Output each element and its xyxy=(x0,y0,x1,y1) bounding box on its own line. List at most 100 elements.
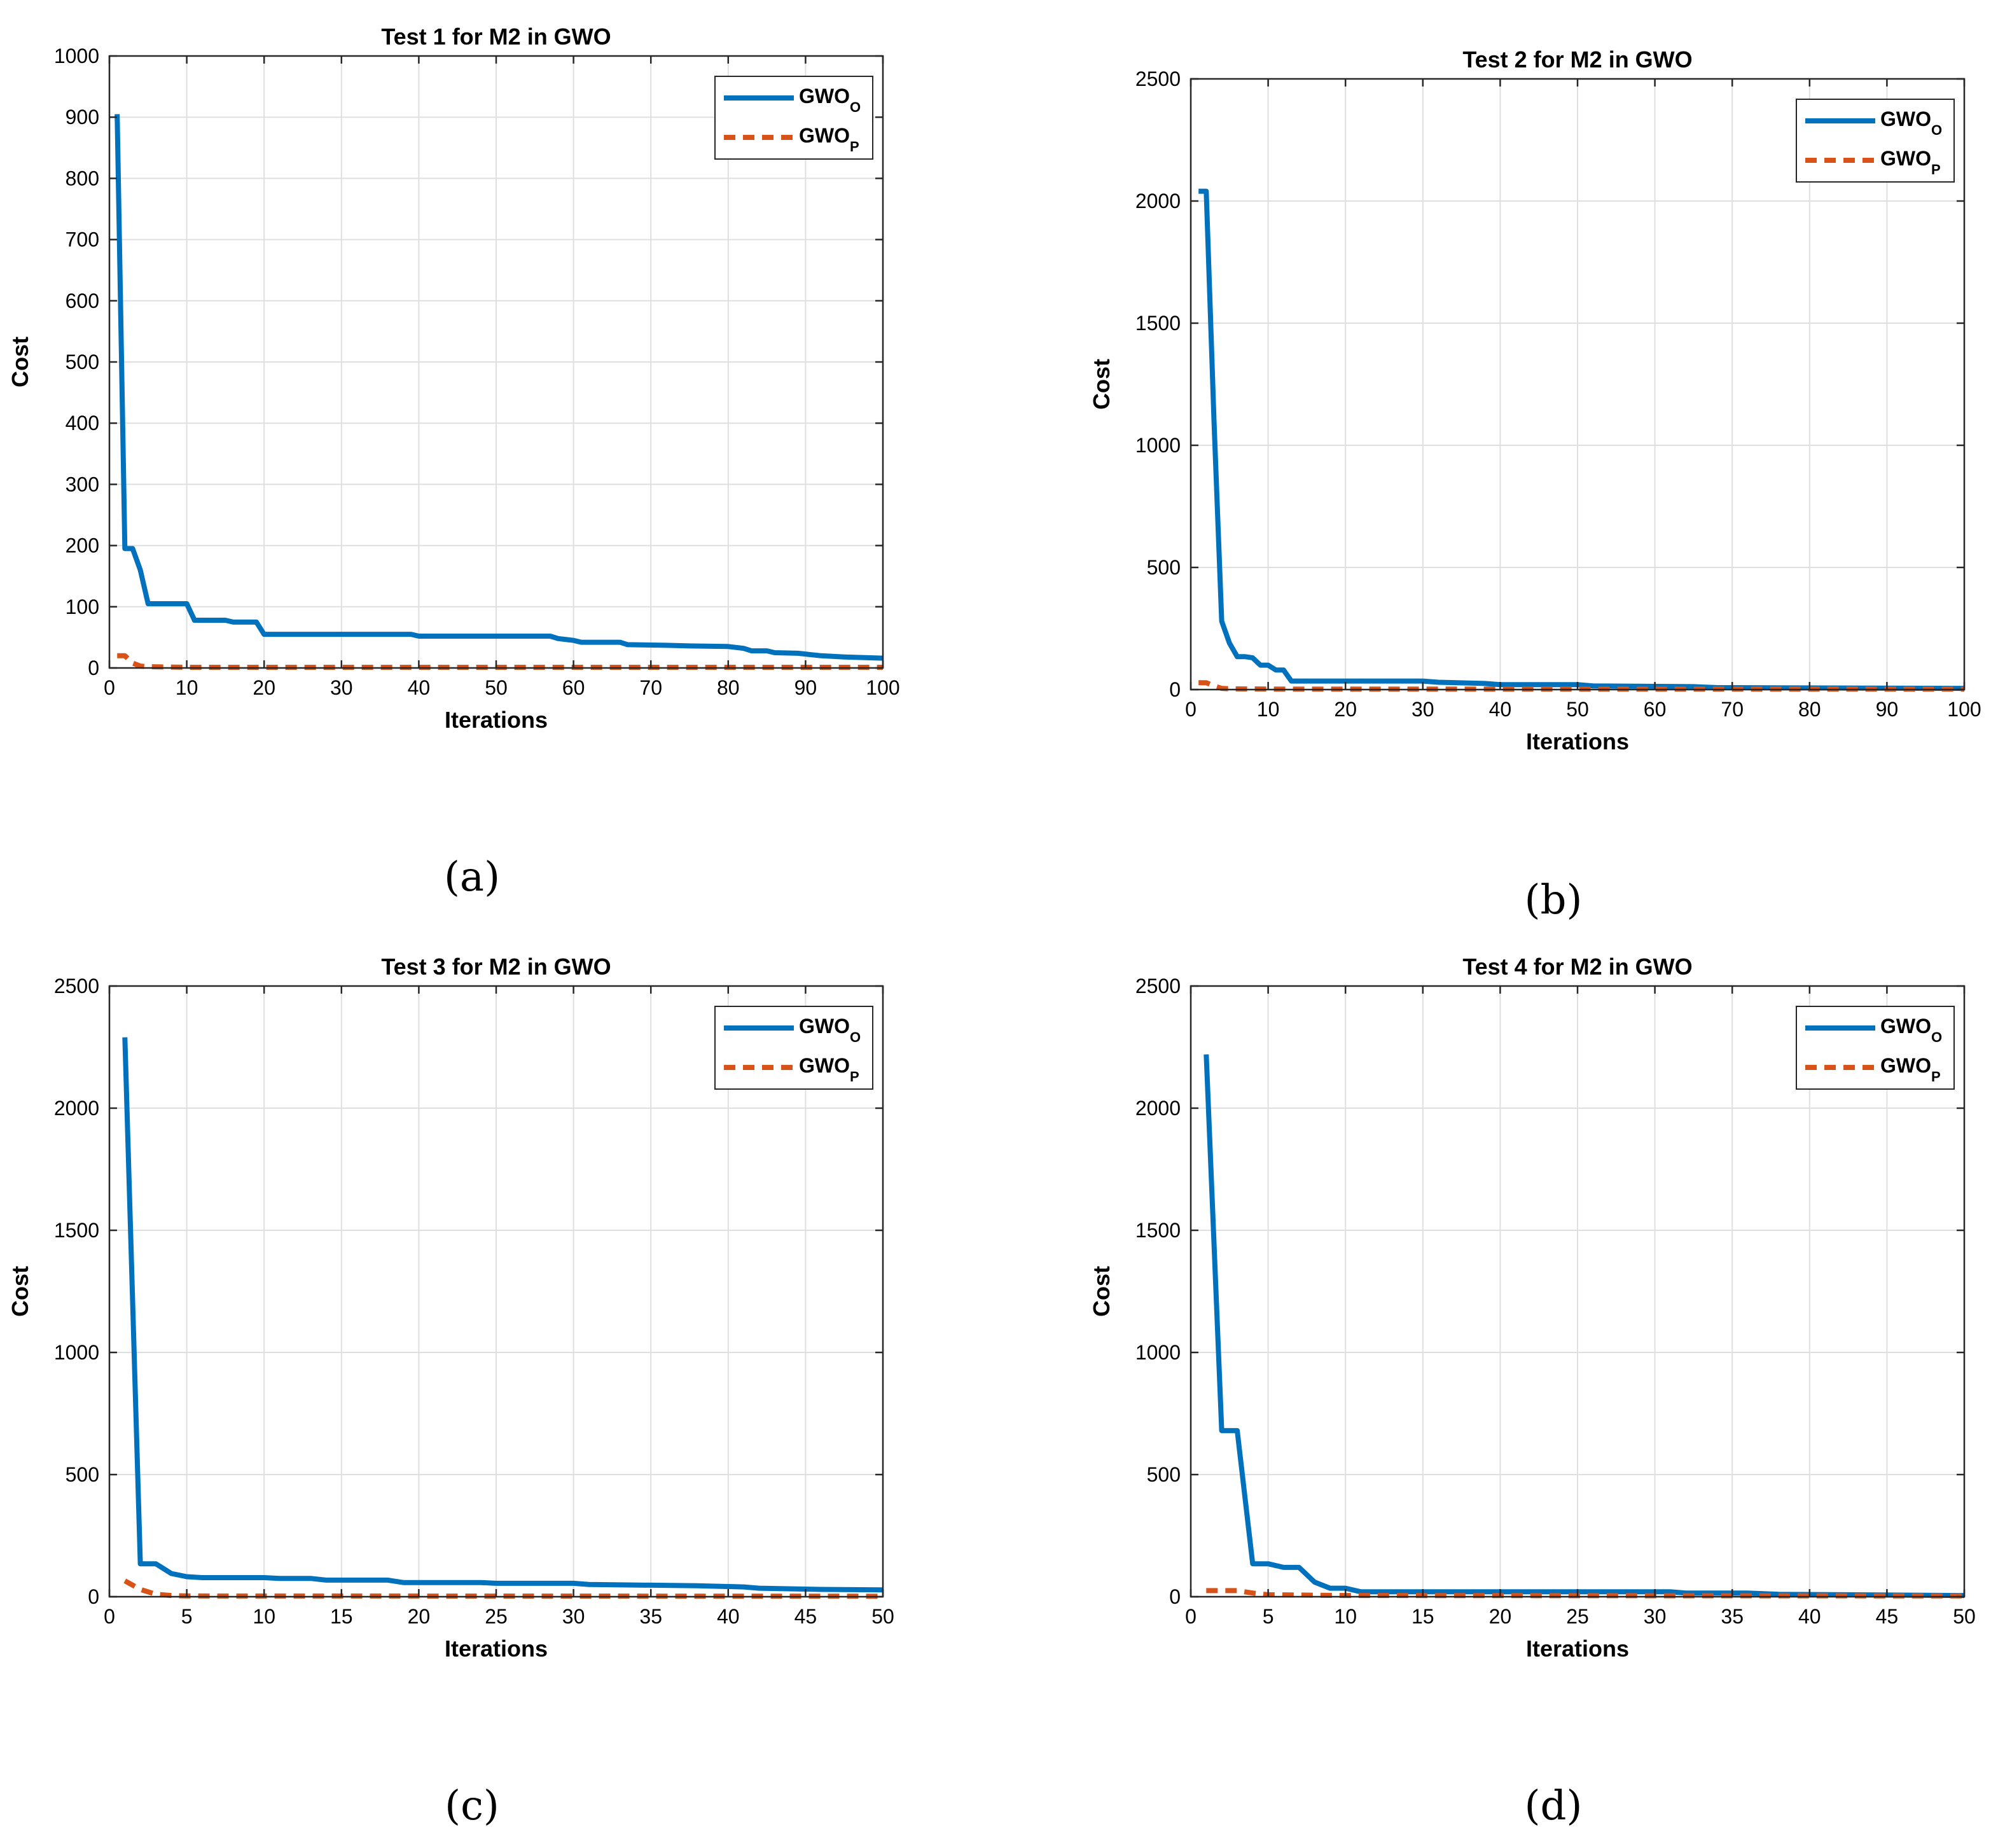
panel-a-legend-subscript-o: O xyxy=(850,99,861,115)
panel-d-x-tick-label: 40 xyxy=(1798,1605,1821,1628)
panel-d-x-tick-label: 35 xyxy=(1721,1605,1744,1628)
panel-b-y-tick-label: 2000 xyxy=(1135,190,1181,212)
panel-c-y-tick-label: 2000 xyxy=(54,1097,99,1120)
panel-b-x-tick-label: 40 xyxy=(1489,698,1512,721)
panel-a-y-tick-label: 700 xyxy=(66,228,99,251)
panel-b-y-tick-label: 1500 xyxy=(1135,312,1181,335)
panel-d-legend-subscript-p: P xyxy=(1931,1069,1941,1085)
panel-d-y-tick-label: 0 xyxy=(1169,1585,1181,1608)
panel-d-x-tick-label: 5 xyxy=(1263,1605,1274,1628)
panel-d-y-tick-label: 500 xyxy=(1147,1463,1181,1486)
panel-c-x-tick-label: 5 xyxy=(181,1605,193,1628)
panel-b-chart: 0 10 20 30 40 50 60 70 80 90 100050010001500200025… xyxy=(1088,46,1981,924)
panel-c-y-tick-label: 1000 xyxy=(54,1341,99,1364)
panel-b-x-axis-label: Iterations xyxy=(1526,728,1629,754)
panel-b-x-tick-label: 90 xyxy=(1876,698,1899,721)
panel-a-x-tick-label: 30 xyxy=(330,676,353,699)
panel-c-legend-subscript-o: O xyxy=(850,1029,861,1045)
panel-b-y-axis-label: Cost xyxy=(1088,359,1114,410)
panel-a-x-tick-label: 0 xyxy=(104,676,115,699)
panel-a-y-tick-label: 400 xyxy=(66,412,99,434)
panel-c-series-gwo-o-line xyxy=(122,1037,884,1593)
panel-c-x-tick-label: 30 xyxy=(562,1605,585,1628)
panel-c-y-tick-label: 1500 xyxy=(54,1219,99,1242)
panel-d-series-gwo-o-line xyxy=(1204,1054,1965,1599)
panel-d-caption: (d) xyxy=(1525,1782,1583,1830)
panel-b-x-tick-label: 100 xyxy=(1947,698,1981,721)
panel-a-x-tick-label: 70 xyxy=(639,676,662,699)
panel-c-x-tick-label: 25 xyxy=(485,1605,508,1628)
panel-d-x-tick-label: 10 xyxy=(1334,1605,1357,1628)
panel-d-x-tick-label: 0 xyxy=(1185,1605,1197,1628)
panel-b-series-gwo-o-line xyxy=(1198,188,1965,691)
panel-a-y-tick-label: 0 xyxy=(88,657,99,679)
panel-c-y-tick-label: 2500 xyxy=(54,975,99,997)
panel-b-y-tick-label: 2500 xyxy=(1135,67,1181,90)
panel-b-x-tick-label: 20 xyxy=(1334,698,1357,721)
panel-b-title: Test 2 for M2 in GWO xyxy=(1462,46,1692,73)
panel-c-chart: 0 5 10 15 20 25 30 35 40 45 5005001000150020002500… xyxy=(7,954,894,1830)
panel-b-legend-box xyxy=(1796,99,1955,183)
panel-a-chart: 0 10 20 30 40 50 60 70 80 90 100010020030040050060… xyxy=(7,24,900,901)
panel-d-y-tick-label: 2500 xyxy=(1135,975,1181,997)
panel-a-y-tick-label: 900 xyxy=(66,106,99,129)
panel-c-x-tick-label: 50 xyxy=(871,1605,894,1628)
panel-b-x-tick-label: 10 xyxy=(1257,698,1280,721)
panel-a-x-tick-label: 40 xyxy=(408,676,431,699)
panel-c-x-tick-label: 10 xyxy=(253,1605,275,1628)
panel-a-y-axis-label: Cost xyxy=(7,337,33,387)
panel-c-caption: (c) xyxy=(445,1782,499,1830)
panel-b-x-tick-label: 0 xyxy=(1185,698,1197,721)
panel-d-x-tick-label: 30 xyxy=(1644,1605,1667,1628)
panel-a-caption: (a) xyxy=(444,854,500,901)
panel-b-legend-subscript-o: O xyxy=(1931,122,1942,138)
panel-c-x-axis-label: Iterations xyxy=(445,1636,548,1662)
panel-a-y-tick-label: 500 xyxy=(66,351,99,373)
panel-a-legend-subscript-p: P xyxy=(850,139,859,155)
panel-d-x-tick-label: 50 xyxy=(1953,1605,1976,1628)
panel-b-y-tick-label: 1000 xyxy=(1135,434,1181,457)
panel-a-title: Test 1 for M2 in GWO xyxy=(381,24,611,50)
panel-a-series-gwo-o-line xyxy=(114,114,884,661)
panel-a-x-tick-label: 60 xyxy=(562,676,585,699)
panel-a-y-tick-label: 800 xyxy=(66,167,99,190)
panel-d-x-axis-label: Iterations xyxy=(1526,1636,1629,1662)
panel-b-x-tick-label: 70 xyxy=(1721,698,1744,721)
panel-a-x-tick-label: 100 xyxy=(866,676,899,699)
panel-c-y-tick-label: 0 xyxy=(88,1585,99,1608)
panel-a-y-tick-label: 1000 xyxy=(54,45,99,67)
panel-a-x-tick-label: 80 xyxy=(717,676,740,699)
panel-c-legend-subscript-p: P xyxy=(850,1069,859,1085)
panel-d-legend-box xyxy=(1796,1006,1955,1090)
panel-d-x-tick-label: 45 xyxy=(1876,1605,1899,1628)
panel-c-y-tick-label: 500 xyxy=(66,1463,99,1486)
panel-d-y-axis-label: Cost xyxy=(1088,1266,1114,1317)
panel-b-x-tick-label: 80 xyxy=(1798,698,1821,721)
panel-a-y-tick-label: 100 xyxy=(66,595,99,618)
panel-c-x-tick-label: 45 xyxy=(794,1605,817,1628)
panel-d-x-tick-label: 25 xyxy=(1566,1605,1589,1628)
panel-a-x-tick-label: 10 xyxy=(176,676,198,699)
panel-a-legend-box xyxy=(714,76,873,160)
panel-d-x-tick-label: 20 xyxy=(1489,1605,1512,1628)
panel-c-y-axis-label: Cost xyxy=(7,1266,33,1317)
panel-a-x-tick-label: 90 xyxy=(794,676,817,699)
panel-b-y-tick-label: 500 xyxy=(1147,556,1181,579)
panel-a-x-tick-label: 20 xyxy=(253,676,275,699)
panel-c-x-tick-label: 20 xyxy=(408,1605,431,1628)
panel-c-x-tick-label: 40 xyxy=(717,1605,740,1628)
panel-c-legend-box xyxy=(714,1006,873,1090)
panel-d-title: Test 4 for M2 in GWO xyxy=(1462,954,1692,980)
panel-c-x-tick-label: 35 xyxy=(639,1605,662,1628)
panel-b-series-gwo-p-line xyxy=(1198,680,1964,692)
panel-a-y-tick-label: 200 xyxy=(66,534,99,557)
panel-d-x-tick-label: 15 xyxy=(1412,1605,1434,1628)
panel-b-y-tick-label: 0 xyxy=(1169,678,1181,701)
panel-c-x-tick-label: 0 xyxy=(104,1605,115,1628)
